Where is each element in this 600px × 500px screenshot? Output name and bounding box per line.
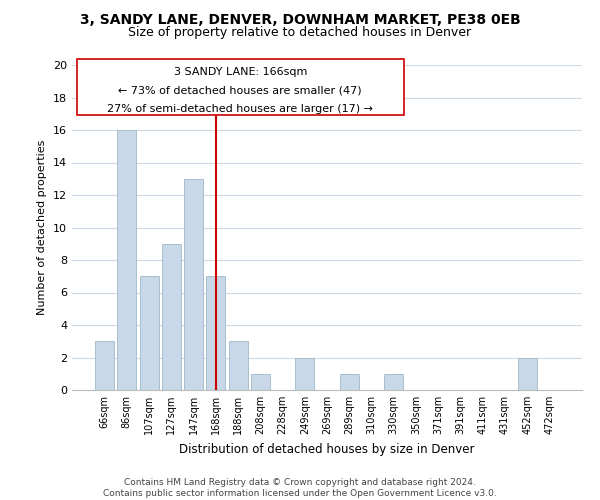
FancyBboxPatch shape [77,58,404,116]
Bar [251,374,270,390]
Bar [340,374,359,390]
Bar [95,341,114,390]
Text: 3 SANDY LANE: 166sqm: 3 SANDY LANE: 166sqm [173,66,307,76]
Bar [206,276,225,390]
Bar [118,130,136,390]
Bar [295,358,314,390]
Bar [184,179,203,390]
Bar [384,374,403,390]
X-axis label: Distribution of detached houses by size in Denver: Distribution of detached houses by size … [179,442,475,456]
Bar [162,244,181,390]
Text: ← 73% of detached houses are smaller (47): ← 73% of detached houses are smaller (47… [118,85,362,95]
Text: 27% of semi-detached houses are larger (17) →: 27% of semi-detached houses are larger (… [107,104,373,114]
Bar [518,358,536,390]
Text: 3, SANDY LANE, DENVER, DOWNHAM MARKET, PE38 0EB: 3, SANDY LANE, DENVER, DOWNHAM MARKET, P… [80,12,520,26]
Bar [229,341,248,390]
Bar [140,276,158,390]
Text: Size of property relative to detached houses in Denver: Size of property relative to detached ho… [128,26,472,39]
Text: Contains HM Land Registry data © Crown copyright and database right 2024.
Contai: Contains HM Land Registry data © Crown c… [103,478,497,498]
Y-axis label: Number of detached properties: Number of detached properties [37,140,47,315]
